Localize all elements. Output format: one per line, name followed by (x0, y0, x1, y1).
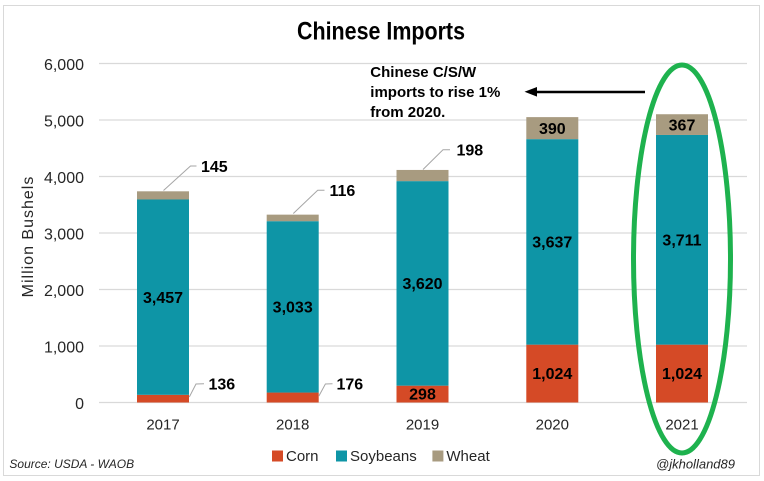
svg-text:1,000: 1,000 (44, 339, 84, 356)
svg-text:0: 0 (75, 396, 84, 413)
svg-text:136: 136 (209, 377, 236, 394)
svg-text:Soybeans: Soybeans (350, 448, 417, 465)
svg-text:3,457: 3,457 (143, 290, 183, 307)
svg-text:Chinese Imports: Chinese Imports (297, 18, 465, 46)
svg-text:1,024: 1,024 (662, 366, 702, 383)
svg-text:390: 390 (539, 121, 566, 138)
svg-text:from 2020.: from 2020. (370, 104, 445, 121)
svg-text:@jkholland89: @jkholland89 (656, 456, 735, 471)
svg-text:2019: 2019 (406, 416, 439, 433)
svg-text:198: 198 (457, 143, 484, 160)
svg-text:3,711: 3,711 (662, 233, 701, 250)
svg-text:6,000: 6,000 (44, 57, 84, 74)
svg-text:3,637: 3,637 (532, 235, 572, 252)
svg-text:2021: 2021 (665, 416, 698, 433)
svg-text:Million Bushels: Million Bushels (20, 176, 37, 298)
svg-text:Corn: Corn (286, 448, 319, 465)
svg-text:3,620: 3,620 (402, 276, 442, 293)
svg-text:3,033: 3,033 (273, 300, 313, 317)
svg-text:Chinese C/S/W: Chinese C/S/W (370, 64, 477, 81)
svg-text:176: 176 (337, 377, 364, 394)
svg-text:1,024: 1,024 (532, 366, 572, 383)
svg-text:298: 298 (409, 387, 436, 404)
svg-text:2,000: 2,000 (44, 283, 84, 300)
svg-text:2020: 2020 (536, 416, 569, 433)
svg-text:imports to rise 1%: imports to rise 1% (370, 84, 500, 101)
svg-text:116: 116 (330, 183, 356, 200)
svg-text:4,000: 4,000 (44, 170, 84, 187)
svg-text:Source: USDA - WAOB: Source: USDA - WAOB (9, 457, 134, 471)
svg-text:Wheat: Wheat (446, 448, 490, 465)
svg-text:145: 145 (201, 159, 228, 176)
svg-text:5,000: 5,000 (44, 113, 84, 130)
svg-text:2017: 2017 (146, 416, 179, 433)
svg-text:3,000: 3,000 (44, 226, 84, 243)
svg-text:367: 367 (669, 117, 696, 134)
svg-text:2018: 2018 (276, 416, 309, 433)
